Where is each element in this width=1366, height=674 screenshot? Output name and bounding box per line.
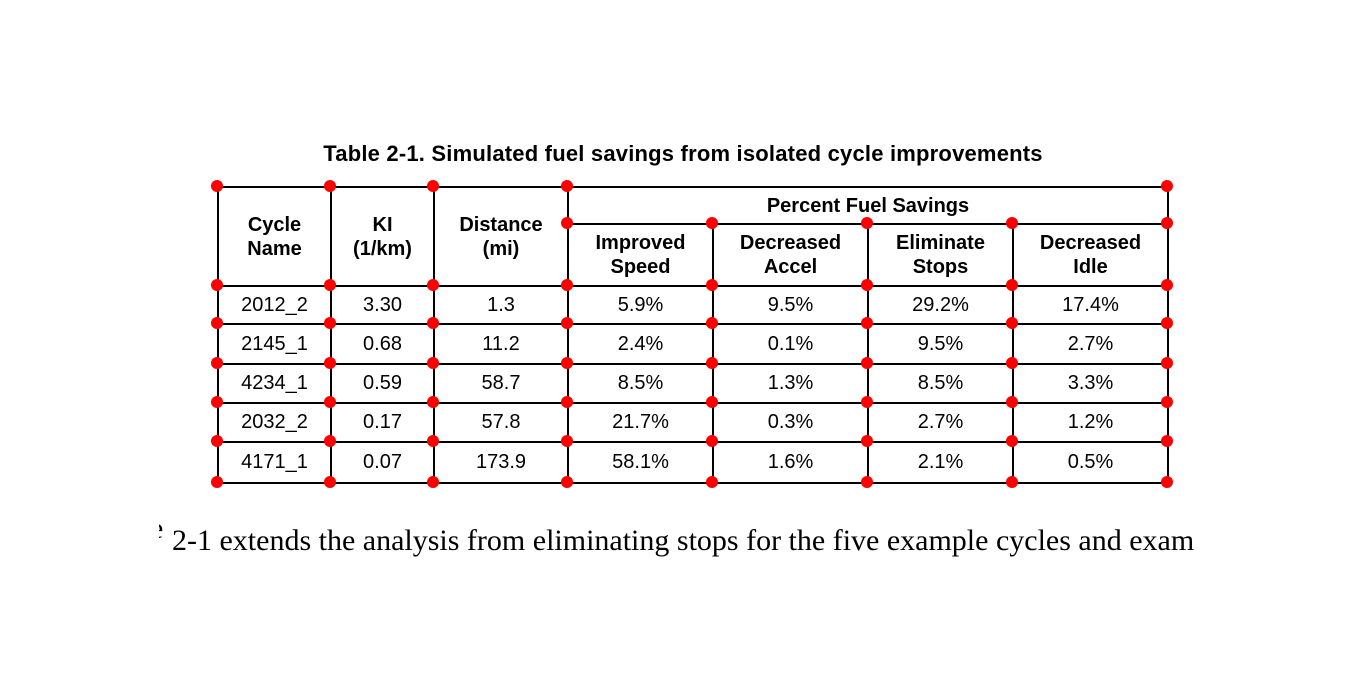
- table-row: 2012_2 3.30 1.3 5.9% 9.5% 29.2% 17.4%: [217, 285, 1169, 325]
- table-cell-decreased-idle: 2.7%: [1012, 323, 1169, 365]
- table-cell-decreased-idle: 17.4%: [1012, 285, 1169, 325]
- table-cell-cycle-name: 2145_1: [217, 323, 332, 365]
- column-header-percent-fuel-savings: Percent Fuel Savings: [567, 186, 1169, 225]
- table-cell-improved-speed: 5.9%: [567, 285, 714, 325]
- paragraph-text: e2-1 extends the analysis from eliminati…: [159, 508, 1194, 562]
- table-cell-decreased-idle: 1.2%: [1012, 402, 1169, 443]
- column-header-eliminate-stops: Eliminate Stops: [867, 223, 1014, 287]
- table-cell-improved-speed: 21.7%: [567, 402, 714, 443]
- table-cell-decreased-idle: 0.5%: [1012, 441, 1169, 484]
- table-cell-cycle-name: 2012_2: [217, 285, 332, 325]
- table-body: 2012_2 3.30 1.3 5.9% 9.5% 29.2% 17.4% 2145_1 0.6…: [217, 285, 1169, 484]
- table-row: 2032_2 0.17 57.8 21.7% 0.3% 2.7% 1.2%: [217, 402, 1169, 443]
- table-cell-distance: 173.9: [433, 441, 569, 484]
- paragraph-text-content: 2-1 extends the analysis from eliminatin…: [172, 524, 1195, 557]
- table-row: 2145_1 0.68 11.2 2.4% 0.1% 9.5% 2.7%: [217, 323, 1169, 365]
- table-row: 4171_1 0.07 173.9 58.1% 1.6% 2.1% 0.5%: [217, 441, 1169, 484]
- fuel-savings-table: Cycle Name KI (1/km) Distance (mi) Percent …: [217, 186, 1169, 484]
- table-cell-cycle-name: 4171_1: [217, 441, 332, 484]
- table-cell-ki: 3.30: [330, 285, 435, 325]
- table-cell-improved-speed: 58.1%: [567, 441, 714, 484]
- column-header-decreased-idle: Decreased Idle: [1012, 223, 1169, 287]
- table-cell-eliminate-stops: 29.2%: [867, 285, 1014, 325]
- table-cell-cycle-name: 2032_2: [217, 402, 332, 443]
- table-cell-ki: 0.17: [330, 402, 435, 443]
- column-header-decreased-accel: Decreased Accel: [712, 223, 869, 287]
- table-cell-distance: 11.2: [433, 323, 569, 365]
- column-header-distance: Distance (mi): [433, 186, 569, 287]
- table-cell-ki: 0.68: [330, 323, 435, 365]
- table-cell-improved-speed: 8.5%: [567, 363, 714, 404]
- table-cell-distance: 58.7: [433, 363, 569, 404]
- clipped-character: e: [159, 508, 164, 550]
- table-header: Cycle Name KI (1/km) Distance (mi) Percent …: [217, 186, 1169, 287]
- column-header-cycle-name: Cycle Name: [217, 186, 332, 287]
- table-cell-ki: 0.07: [330, 441, 435, 484]
- table-row: 4234_1 0.59 58.7 8.5% 1.3% 8.5% 3.3%: [217, 363, 1169, 404]
- table-cell-decreased-accel: 9.5%: [712, 285, 869, 325]
- table-cell-eliminate-stops: 2.7%: [867, 402, 1014, 443]
- table-cell-distance: 1.3: [433, 285, 569, 325]
- table-cell-decreased-idle: 3.3%: [1012, 363, 1169, 404]
- table-cell-ki: 0.59: [330, 363, 435, 404]
- table-cell-decreased-accel: 1.3%: [712, 363, 869, 404]
- table-cell-decreased-accel: 0.3%: [712, 402, 869, 443]
- column-header-ki: KI (1/km): [330, 186, 435, 287]
- column-header-improved-speed: Improved Speed: [567, 223, 714, 287]
- table-cell-eliminate-stops: 9.5%: [867, 323, 1014, 365]
- table-cell-cycle-name: 4234_1: [217, 363, 332, 404]
- table-caption: Table 2-1. Simulated fuel savings from i…: [323, 141, 1043, 166]
- table-cell-decreased-accel: 1.6%: [712, 441, 869, 484]
- table-cell-eliminate-stops: 2.1%: [867, 441, 1014, 484]
- table-cell-decreased-accel: 0.1%: [712, 323, 869, 365]
- table-cell-improved-speed: 2.4%: [567, 323, 714, 365]
- table-cell-eliminate-stops: 8.5%: [867, 363, 1014, 404]
- table-cell-distance: 57.8: [433, 402, 569, 443]
